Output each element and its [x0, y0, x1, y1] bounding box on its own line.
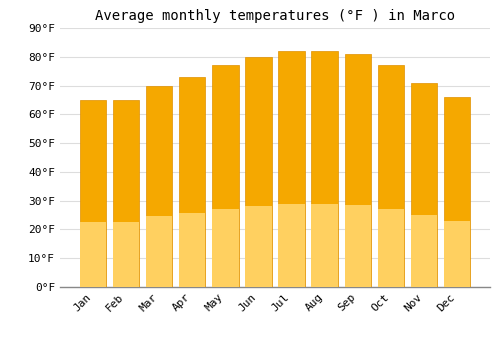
Bar — [146, 217, 172, 287]
Bar — [411, 83, 438, 287]
Bar — [411, 216, 438, 287]
Bar — [112, 222, 139, 287]
Bar — [278, 204, 305, 287]
Bar — [80, 100, 106, 287]
Bar — [312, 204, 338, 287]
Bar — [212, 65, 238, 287]
Bar — [444, 220, 470, 287]
Bar — [344, 54, 371, 287]
Bar — [344, 205, 371, 287]
Bar — [179, 214, 206, 287]
Bar — [444, 97, 470, 287]
Bar — [245, 206, 272, 287]
Bar — [245, 57, 272, 287]
Bar — [312, 51, 338, 287]
Bar — [80, 222, 106, 287]
Title: Average monthly temperatures (°F ) in Marco: Average monthly temperatures (°F ) in Ma… — [95, 9, 455, 23]
Bar — [278, 51, 305, 287]
Bar — [378, 65, 404, 287]
Bar — [112, 100, 139, 287]
Bar — [179, 77, 206, 287]
Bar — [378, 209, 404, 287]
Bar — [212, 209, 238, 287]
Bar — [146, 85, 172, 287]
